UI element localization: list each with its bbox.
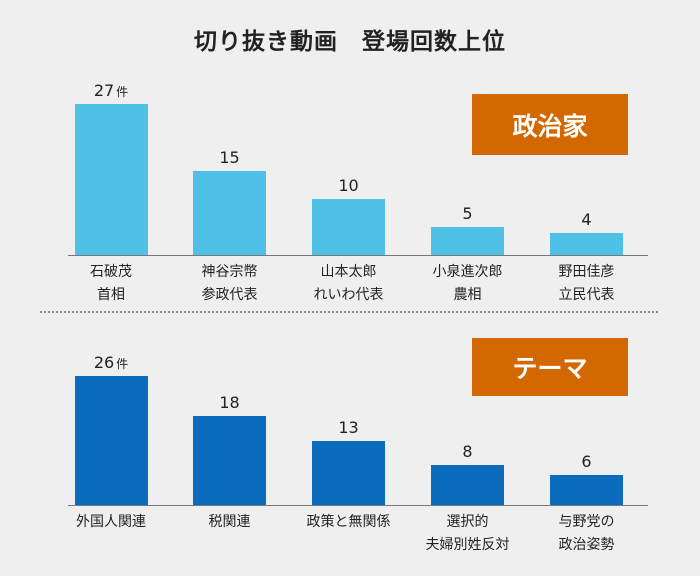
tick-label-themes-3: 選択的 夫婦別姓反対 bbox=[403, 511, 533, 557]
data-label-politicians-3: 5 bbox=[408, 204, 528, 223]
data-label-politicians-0: 27 件 bbox=[51, 81, 171, 100]
data-value: 13 bbox=[338, 417, 359, 437]
bar-themes-2 bbox=[312, 440, 385, 505]
tick-label-themes-0: 外国人関連 bbox=[46, 511, 176, 534]
tick-label-line: 与野党の bbox=[558, 514, 615, 530]
chart-title: 切り抜き動画 登場回数上位 bbox=[194, 29, 506, 55]
tick-label-line: 参政代表 bbox=[201, 287, 258, 303]
bar-themes-1 bbox=[193, 415, 266, 505]
tick-label-line: 外国人関連 bbox=[76, 514, 146, 530]
bar-politicians-1 bbox=[193, 171, 266, 255]
tick-label-themes-4: 与野党の 政治姿勢 bbox=[522, 511, 652, 557]
tick-label-line: 石破茂 bbox=[90, 264, 132, 280]
section-divider bbox=[40, 311, 658, 313]
data-value: 6 bbox=[581, 452, 592, 472]
tick-label-line: 税関連 bbox=[208, 514, 251, 530]
badge-themes: テーマ bbox=[472, 338, 628, 396]
tick-label-line: 神谷宗幣 bbox=[201, 264, 258, 280]
data-label-politicians-2: 10 bbox=[289, 176, 409, 195]
data-label-themes-2: 13 bbox=[289, 418, 409, 437]
data-value: 18 bbox=[219, 392, 240, 412]
data-label-themes-0: 26 件 bbox=[51, 353, 171, 372]
data-value: 4 bbox=[581, 209, 592, 229]
tick-label-politicians-3: 小泉進次郎 農相 bbox=[403, 261, 533, 307]
bar-politicians-2 bbox=[312, 199, 385, 255]
tick-label-line: れいわ代表 bbox=[313, 287, 384, 303]
tick-label-politicians-1: 神谷宗幣 参政代表 bbox=[165, 261, 295, 307]
bar-politicians-4 bbox=[550, 232, 623, 255]
tick-label-line: 農相 bbox=[453, 287, 482, 303]
bar-politicians-0 bbox=[74, 104, 148, 255]
data-value: 26 bbox=[93, 353, 115, 372]
unit-label: 件 bbox=[116, 357, 129, 371]
tick-label-politicians-4: 野田佳彦 立民代表 bbox=[522, 261, 652, 307]
data-label-themes-1: 18 bbox=[170, 393, 290, 412]
tick-label-line: 野田佳彦 bbox=[558, 264, 615, 280]
tick-label-politicians-2: 山本太郎 れいわ代表 bbox=[284, 261, 414, 307]
data-value: 27 bbox=[93, 81, 115, 100]
x-axis-politicians bbox=[68, 255, 648, 256]
unit-label: 件 bbox=[116, 85, 129, 99]
tick-label-themes-2: 政策と無関係 bbox=[284, 511, 414, 534]
tick-label-line: 夫婦別姓反対 bbox=[425, 537, 510, 553]
bar-themes-3 bbox=[431, 465, 504, 505]
bar-themes-0 bbox=[74, 376, 148, 505]
tick-label-line: 政治姿勢 bbox=[558, 537, 615, 553]
data-value: 8 bbox=[462, 442, 473, 462]
tick-label-line: 立民代表 bbox=[558, 287, 615, 303]
tick-label-line: 山本太郎 bbox=[320, 264, 377, 280]
badge-politicians: 政治家 bbox=[472, 94, 628, 155]
tick-label-line: 首相 bbox=[97, 287, 125, 303]
data-label-politicians-1: 15 bbox=[170, 148, 290, 167]
tick-label-politicians-0: 石破茂 首相 bbox=[46, 261, 176, 307]
tick-label-line: 選択的 bbox=[446, 514, 489, 530]
data-value: 5 bbox=[462, 204, 473, 224]
data-label-themes-4: 6 bbox=[527, 452, 647, 471]
data-label-politicians-4: 4 bbox=[527, 210, 647, 229]
tick-label-themes-1: 税関連 bbox=[165, 511, 295, 534]
data-value: 15 bbox=[219, 148, 240, 168]
bar-themes-4 bbox=[550, 475, 623, 505]
data-value: 10 bbox=[338, 176, 359, 196]
tick-label-line: 小泉進次郎 bbox=[432, 264, 503, 280]
data-label-themes-3: 8 bbox=[408, 442, 528, 461]
bar-politicians-3 bbox=[431, 227, 504, 255]
x-axis-themes bbox=[68, 505, 648, 506]
tick-label-line: 政策と無関係 bbox=[306, 514, 391, 530]
